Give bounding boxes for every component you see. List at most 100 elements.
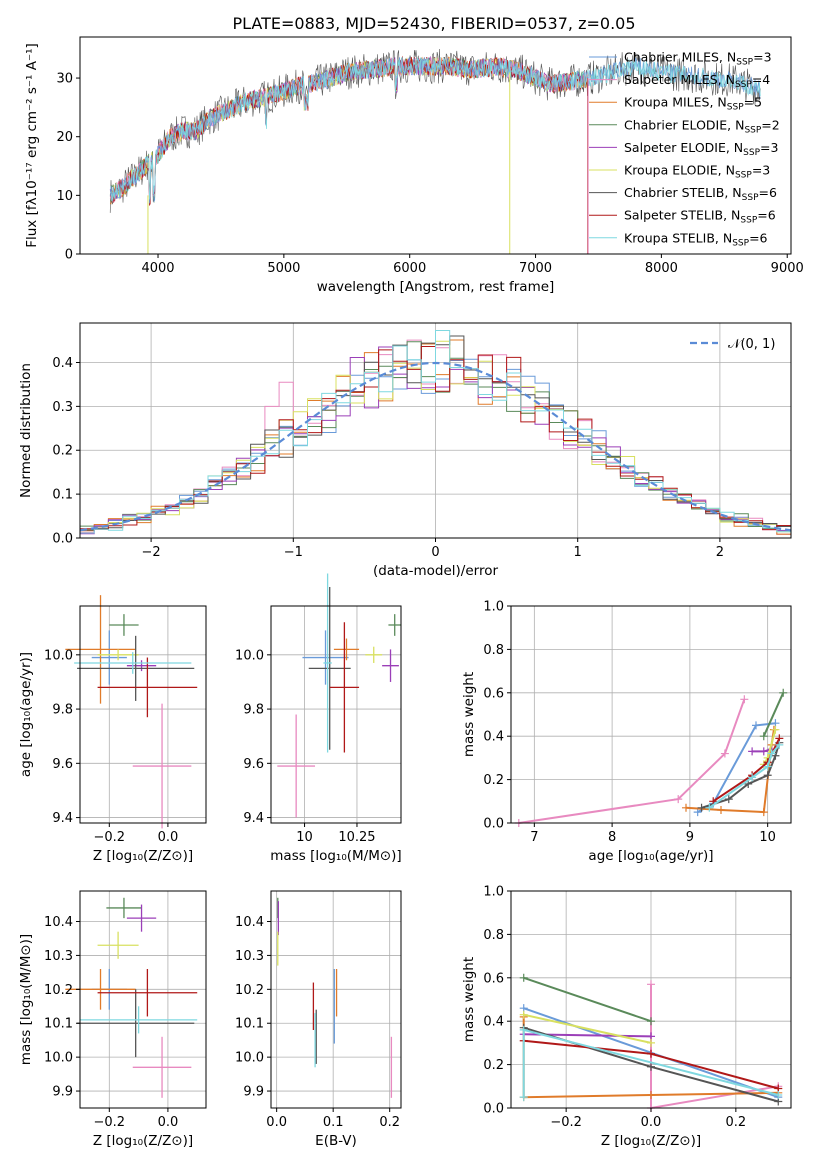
panel-mass-vs-EBV: 0.0 0.1 0.2 9.9 10.0 10.1 10.2 10.3 10.4 E(B-V) xyxy=(235,890,402,1149)
x-tick-label: −0.2 xyxy=(94,830,126,845)
normal-curve xyxy=(79,361,792,532)
data-point xyxy=(779,688,788,697)
y-tick-label: 1.0 xyxy=(483,600,504,615)
y-tick-label: 10.3 xyxy=(235,949,264,964)
data-point xyxy=(748,773,757,782)
y-tick-label: 9.9 xyxy=(52,1085,73,1100)
errorbar-point xyxy=(132,703,192,829)
x-tick-label: −1 xyxy=(284,545,303,560)
y-tick-label: 10.0 xyxy=(44,648,73,663)
y-tick-label: 9.8 xyxy=(52,703,73,718)
x-tick-label: 10 xyxy=(296,830,313,845)
data-point xyxy=(647,1062,655,1071)
legend-entry: Salpeter STELIB, NSSP=6 xyxy=(624,208,776,226)
axes-frame xyxy=(79,890,207,1109)
panel-mass-weight-vs-Z: −0.2 0.0 0.2 0.0 0.2 0.4 0.6 0.8 1.0 Z [log₁₀(Z/Z… xyxy=(461,885,792,1149)
x-tick-label: −0.2 xyxy=(550,1115,582,1130)
y-axis-label: mass weight xyxy=(461,672,477,757)
errorbar-point xyxy=(329,622,360,753)
axes-frame xyxy=(79,36,792,255)
legend-entry: Salpeter MILES, NSSP=4 xyxy=(624,72,770,90)
data-point xyxy=(647,1090,655,1099)
y-tick-label: 0.4 xyxy=(483,730,504,745)
x-tick-label: 0.0 xyxy=(158,830,179,845)
panel-mass-weight-vs-age: 7 8 9 10 0.0 0.2 0.4 0.6 0.8 1.0 age [log₁₀(age/yr… xyxy=(461,600,792,864)
y-tick-label: 0.2 xyxy=(483,1058,504,1073)
data-point xyxy=(763,771,772,780)
plot-area xyxy=(277,573,401,818)
data-point xyxy=(767,749,776,758)
panel-spectrum: 4000 5000 6000 7000 8000 9000 0 10 20 30 wavelengt… xyxy=(24,36,804,295)
data-point xyxy=(682,803,690,812)
plot-area xyxy=(277,897,393,1098)
x-axis-label: Z [log₁₀(Z/Z⊙)] xyxy=(93,1133,193,1149)
y-axis-label: age [log₁₀(age/yr)] xyxy=(18,652,34,777)
plot-area xyxy=(65,897,198,1098)
data-point xyxy=(647,980,655,989)
y-tick-label: 20 xyxy=(56,130,73,145)
legend-entry: Chabrier ELODIE, NSSP=2 xyxy=(624,117,780,135)
series-line xyxy=(762,692,785,737)
data-point xyxy=(759,808,768,817)
x-tick-label: 0.0 xyxy=(641,1115,662,1130)
x-axis-label: Z [log₁₀(Z/Z⊙)] xyxy=(93,848,193,864)
y-tick-label: 10.4 xyxy=(235,915,264,930)
y-axis-label: Normed distribution xyxy=(18,363,34,498)
data-point xyxy=(740,695,749,704)
figure-title: PLATE=0883, MJD=52430, FIBERID=0537, z=0… xyxy=(232,14,635,33)
legend-entry: Salpeter ELODIE, NSSP=3 xyxy=(624,140,778,158)
data-point xyxy=(759,747,768,756)
y-tick-label: 0.4 xyxy=(483,1015,504,1030)
errorbar-point xyxy=(97,657,198,718)
x-axis-label: mass [log₁₀(M/M⊙)] xyxy=(270,848,401,864)
x-axis-label: (data-model)/error xyxy=(373,563,499,579)
data-point xyxy=(771,725,780,734)
errorbar-point xyxy=(65,968,136,1010)
x-tick-label: 0.2 xyxy=(379,1115,400,1130)
y-tick-label: 0.3 xyxy=(52,400,73,415)
y-tick-label: 0.0 xyxy=(483,817,504,832)
x-tick-label: 4000 xyxy=(141,261,174,276)
data-point xyxy=(519,973,528,982)
y-axis-label: Flux [fλ10⁻¹⁷ erg cm⁻² s⁻¹ A⁻¹] xyxy=(24,43,40,248)
data-point xyxy=(519,1093,528,1102)
plot-area xyxy=(519,973,783,1112)
legend-entry: Kroupa ELODIE, NSSP=3 xyxy=(624,163,770,181)
errorbar-point xyxy=(91,630,127,685)
y-tick-label: 0.0 xyxy=(483,1102,504,1117)
errorbar-point xyxy=(109,614,139,636)
errorbar-point xyxy=(126,904,157,932)
y-tick-label: 0.6 xyxy=(483,971,504,986)
x-tick-label: 10 xyxy=(759,830,776,845)
y-tick-label: 0 xyxy=(65,248,73,263)
y-tick-label: 0.8 xyxy=(483,643,504,658)
x-tick-label: 0 xyxy=(431,545,439,560)
panel-age-vs-Z: −0.2 0.0 9.4 9.6 9.8 10.0 Z [log₁₀(Z/Z⊙)] age [… xyxy=(18,595,207,864)
data-point xyxy=(720,749,729,758)
series-line xyxy=(523,976,652,1023)
errorbar-point xyxy=(97,968,198,1017)
y-tick-label: 10.3 xyxy=(44,949,73,964)
y-tick-label: 10.0 xyxy=(235,648,264,663)
y-tick-label: 0.2 xyxy=(52,444,73,459)
x-axis-label: age [log₁₀(age/yr)] xyxy=(588,848,713,864)
errorbar-point xyxy=(333,638,360,661)
data-point xyxy=(647,1038,655,1047)
data-point xyxy=(748,747,757,756)
errorbar-point xyxy=(106,897,142,919)
errorbar-point xyxy=(277,714,316,818)
errorbar-point xyxy=(302,630,349,685)
y-tick-label: 0.8 xyxy=(483,928,504,943)
errorbar-point xyxy=(308,587,351,750)
errorbar-point xyxy=(382,649,399,682)
x-axis-label: wavelength [Angstrom, rest frame] xyxy=(317,279,555,295)
y-tick-label: 10 xyxy=(56,189,73,204)
legend: Chabrier MILES, NSSP=3 Salpeter MILES, NS… xyxy=(589,50,780,248)
y-tick-label: 9.4 xyxy=(52,811,73,826)
data-point xyxy=(774,1090,783,1099)
x-tick-label: 10.25 xyxy=(338,830,375,845)
series-line xyxy=(518,698,746,824)
data-point xyxy=(775,740,784,749)
errorbar-point xyxy=(365,646,383,663)
